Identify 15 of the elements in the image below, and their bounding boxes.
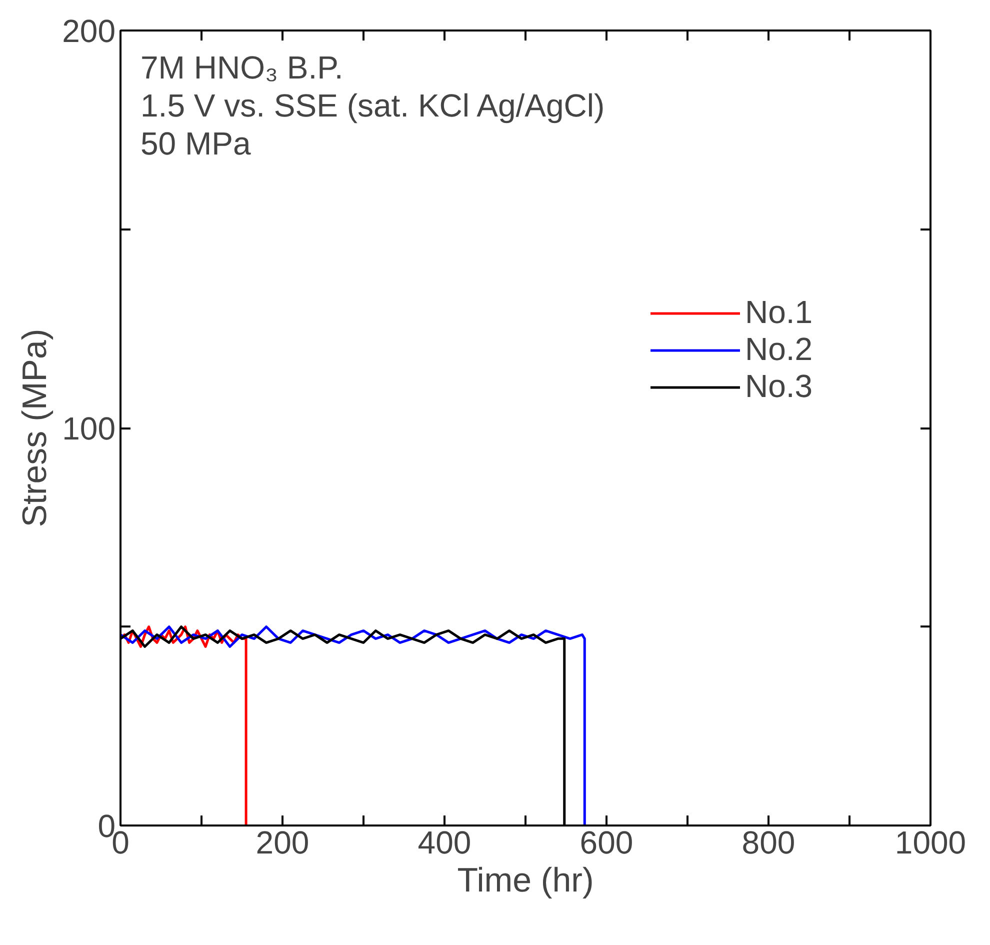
y-tick-label: 100 — [62, 410, 116, 446]
annotation: 7M HNO₃ B.P. — [140, 50, 344, 86]
x-tick-label: 600 — [580, 824, 634, 860]
x-tick-label: 1000 — [894, 824, 966, 860]
annotation: 50 MPa — [140, 126, 251, 162]
x-tick-label: 200 — [256, 824, 310, 860]
y-tick-label: 200 — [62, 13, 116, 49]
annotation: 1.5 V vs. SSE (sat. KCl Ag/AgCl) — [140, 88, 605, 124]
legend-label: No.1 — [745, 294, 813, 331]
x-axis-title: Time (hr) — [457, 862, 594, 900]
x-tick-label: 400 — [418, 824, 472, 860]
legend-label: No.3 — [745, 368, 813, 405]
x-tick-label: 800 — [742, 824, 796, 860]
y-axis-title: Stress (MPa) — [16, 328, 54, 528]
legend-label: No.2 — [745, 331, 813, 368]
